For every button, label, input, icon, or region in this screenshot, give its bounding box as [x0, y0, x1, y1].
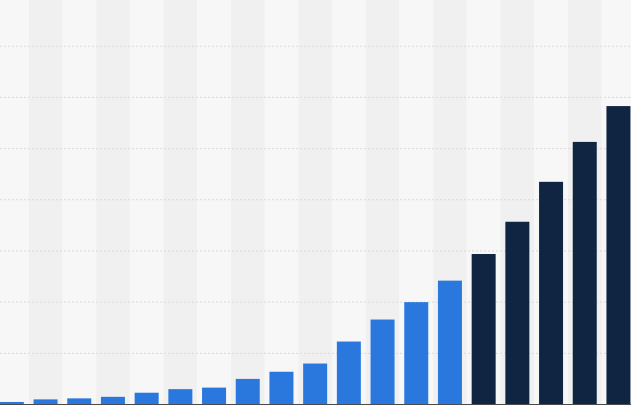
column-band	[197, 0, 231, 405]
column-band	[62, 0, 97, 405]
bar	[437, 280, 462, 405]
bar	[370, 319, 395, 405]
bar	[269, 371, 294, 405]
bar	[33, 399, 58, 405]
bar	[539, 181, 564, 405]
column-band	[163, 0, 198, 405]
column-band	[28, 0, 63, 405]
bar	[202, 387, 227, 405]
bars	[0, 106, 631, 405]
bar	[134, 392, 159, 405]
column-band	[298, 0, 332, 405]
column-band	[264, 0, 299, 405]
column-band	[129, 0, 164, 405]
bar	[100, 396, 125, 405]
bar	[606, 106, 631, 405]
bar	[572, 141, 597, 405]
bar	[471, 254, 496, 405]
bar	[67, 398, 92, 405]
bar	[336, 341, 361, 405]
bar	[404, 302, 429, 405]
column-band	[332, 0, 366, 405]
column-band	[96, 0, 130, 405]
bar	[168, 389, 193, 405]
bar	[303, 363, 328, 405]
bar	[235, 378, 260, 405]
bar	[0, 401, 24, 405]
column-band	[230, 0, 265, 405]
column-band	[0, 0, 29, 405]
bar	[505, 221, 530, 405]
